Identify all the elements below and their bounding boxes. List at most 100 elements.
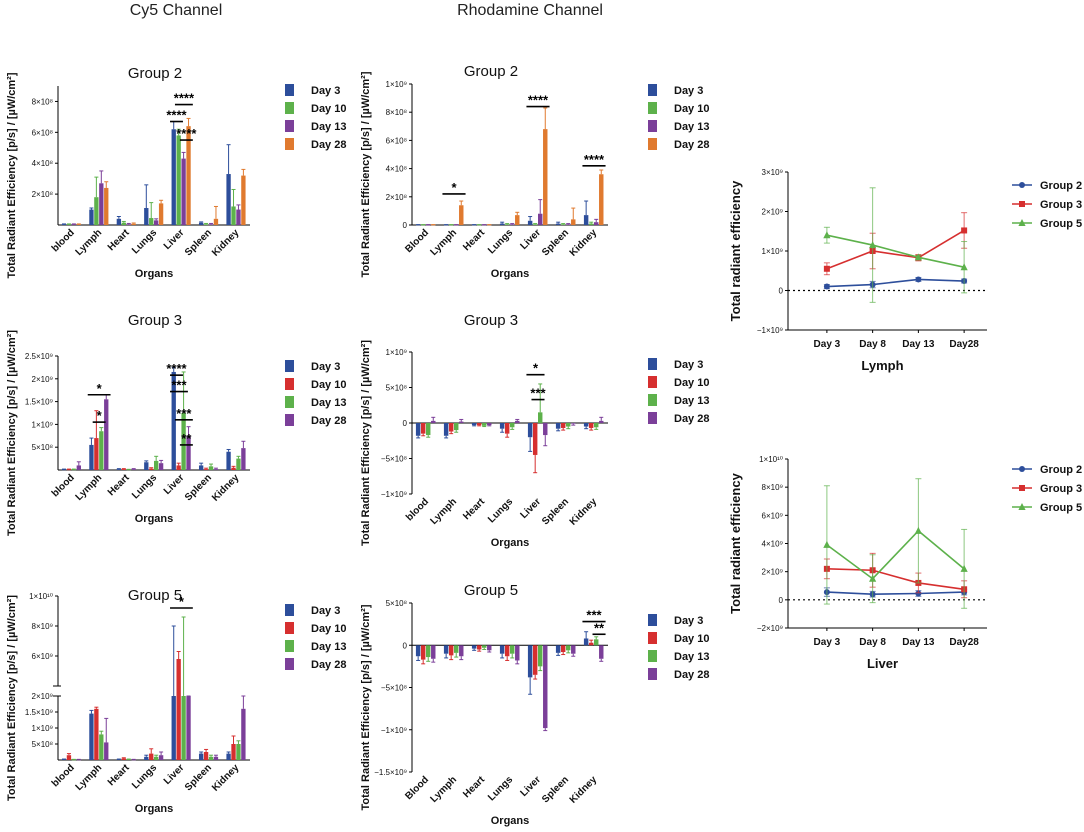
bar	[527, 423, 533, 438]
legend-swatch	[285, 604, 294, 616]
y-axis-label: Total Radiant Efficiency [p/s] / [µW/cm²…	[6, 330, 18, 536]
legend-label: Day 28	[311, 139, 346, 151]
data-point	[1019, 201, 1025, 207]
y-tick-label: 2.5×10⁹	[25, 352, 53, 361]
significance-label: *	[97, 408, 103, 423]
bar	[538, 645, 543, 667]
y-axis-label: Total Radiant Efficiency [p/s] / [µW/cm²…	[360, 604, 372, 810]
x-axis-label: Organs	[135, 513, 174, 525]
y-tick-label: −2×10⁹	[757, 624, 783, 633]
bar	[116, 469, 122, 470]
legend-label: Day 13	[674, 121, 709, 133]
x-tick-label: Day 8	[859, 637, 886, 648]
chart-liver: −2×10⁹ 0 2×10⁹ 4×10⁹ 6×10⁹ 8×10⁹ 1×10¹⁰ Day 3 Da…	[728, 455, 1082, 671]
bar	[426, 423, 431, 436]
bar	[158, 755, 164, 760]
data-point	[823, 540, 831, 548]
bar	[121, 758, 126, 760]
bar	[186, 696, 191, 760]
significance-label: ***	[530, 386, 546, 401]
y-tick-label: 6×10⁸	[32, 128, 53, 137]
x-tick-label: Spleen	[540, 774, 571, 805]
legend-swatch	[648, 650, 657, 662]
x-tick-label: Liver	[518, 496, 543, 521]
legend-label: Group 3	[1040, 199, 1082, 211]
x-tick-label: Day 3	[814, 637, 841, 648]
x-tick-label: Lungs	[130, 227, 159, 256]
x-tick-label: Liver	[518, 227, 543, 252]
bar	[144, 462, 149, 470]
legend-label: Day 28	[311, 415, 346, 427]
legend-label: Group 5	[1040, 502, 1082, 514]
x-tick-label: Lymph	[428, 227, 459, 258]
y-tick-label: 1×10⁹	[386, 80, 407, 89]
bar	[487, 645, 492, 651]
chart-cy5_g3: Group 35×10⁸1×10⁹1.5×10⁹2×10⁹2.5×10⁹bloo…	[6, 312, 346, 536]
bar	[149, 753, 154, 760]
bar	[555, 645, 561, 653]
legend-swatch	[285, 378, 294, 390]
bar	[599, 174, 604, 225]
significance-label: **	[181, 431, 192, 446]
legend-label: Day 10	[674, 377, 709, 389]
legend-label: Day 13	[674, 395, 709, 407]
significance-label: *	[533, 361, 539, 376]
bar	[66, 469, 72, 471]
significance-label: *	[179, 594, 185, 609]
legend-swatch	[648, 84, 657, 96]
significance-label: ****	[528, 93, 549, 108]
y-tick-label: 1×10¹⁰	[29, 592, 53, 601]
y-tick-label: −1.5×10⁹	[374, 768, 407, 777]
bar	[171, 371, 176, 470]
x-tick-label: Spleen	[183, 762, 214, 793]
significance-label: *	[97, 381, 103, 396]
x-tick-label: Lymph	[428, 774, 459, 805]
series-line	[826, 278, 965, 288]
bar	[454, 645, 459, 653]
y-tick-label: 8×10⁹	[32, 622, 53, 631]
column-title-cy5: Cy5 Channel	[130, 2, 223, 19]
y-tick-label: 4×10⁸	[386, 165, 407, 174]
bar	[144, 756, 149, 760]
bar	[527, 220, 533, 225]
bar	[121, 222, 126, 225]
legend-label: Day 13	[311, 641, 346, 653]
legend-label: Day 10	[311, 103, 346, 115]
bar	[89, 444, 94, 470]
y-tick-label: 0	[403, 419, 408, 428]
legend-label: Day 28	[311, 659, 346, 671]
bar	[566, 645, 571, 651]
bar	[510, 423, 515, 428]
bar	[236, 209, 241, 225]
data-point	[823, 231, 831, 239]
bar	[420, 645, 426, 660]
data-point	[914, 526, 922, 534]
legend-swatch	[285, 102, 294, 114]
y-tick-label: −1×10⁹	[381, 726, 407, 735]
bar	[532, 224, 538, 225]
legend-label: Day 13	[311, 397, 346, 409]
legend-swatch	[648, 358, 657, 370]
x-tick-label: Day28	[949, 637, 979, 648]
y-tick-label: 2×10⁸	[386, 193, 407, 202]
legend-label: Day 28	[674, 413, 709, 425]
y-axis-label: Total radiant efficiency	[728, 472, 743, 613]
legend-label: Group 5	[1040, 218, 1082, 230]
bar	[116, 218, 122, 225]
x-axis-label: Organs	[491, 815, 530, 827]
bar	[131, 223, 136, 225]
bar	[89, 713, 94, 760]
bar	[149, 218, 154, 225]
x-tick-label: Liver	[162, 762, 187, 787]
significance-label: ****	[166, 108, 187, 123]
bar	[515, 420, 520, 423]
series-line	[826, 568, 965, 591]
chart-title: Group 2	[128, 65, 182, 82]
bar	[241, 175, 246, 225]
y-axis-label: Total Radiant Efficiency [p/s] / [µW/cm²…	[360, 71, 372, 277]
y-tick-label: 0	[403, 221, 408, 230]
bar	[176, 135, 181, 225]
bar	[61, 224, 67, 225]
bar	[443, 645, 449, 654]
legend-label: Day 28	[674, 139, 709, 151]
